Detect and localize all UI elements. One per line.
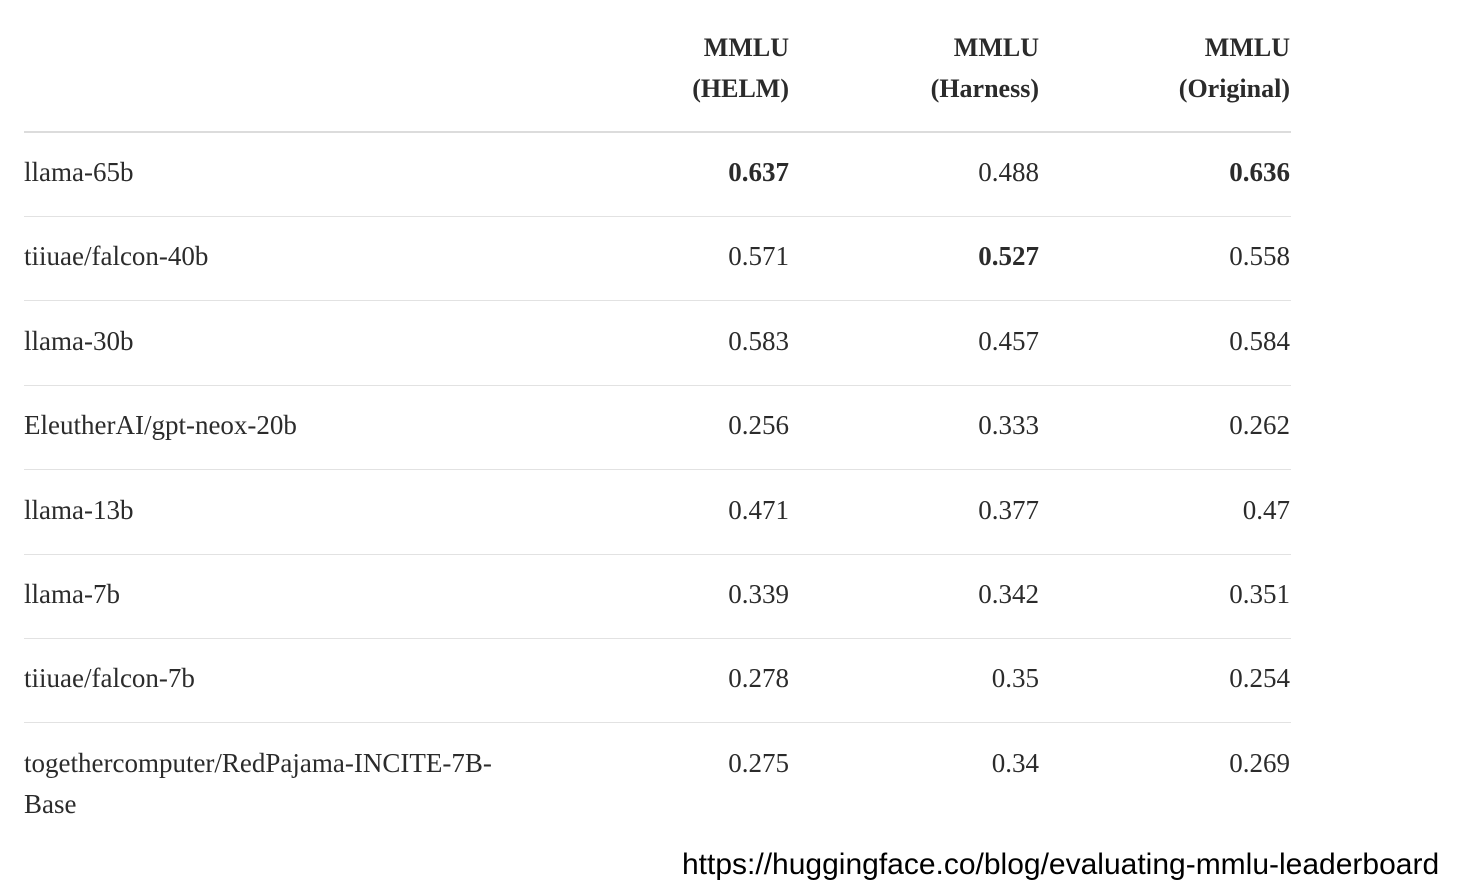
score: 0.333 bbox=[978, 410, 1039, 441]
header-line: MMLU bbox=[703, 33, 789, 62]
column-header: MMLU (Original) bbox=[1050, 27, 1290, 109]
score: 0.339 bbox=[728, 579, 789, 609]
row-rule bbox=[24, 384, 1291, 386]
header-line: (HELM) bbox=[692, 74, 789, 103]
row-rule bbox=[24, 638, 1291, 639]
score: 0.47 bbox=[1242, 494, 1290, 525]
row-rule bbox=[24, 553, 1291, 555]
score: 0.377 bbox=[978, 494, 1039, 525]
model-name: llama-65b bbox=[24, 157, 134, 187]
score: 0.583 bbox=[728, 325, 789, 356]
score: 0.269 bbox=[1229, 747, 1290, 778]
row-rule bbox=[24, 469, 1291, 471]
score: 0.262 bbox=[1229, 410, 1290, 441]
score: 0.571 bbox=[728, 241, 789, 272]
model-name: llama-13b bbox=[24, 494, 134, 525]
score: 0.351 bbox=[1229, 579, 1290, 609]
score: 0.636 bbox=[1229, 157, 1290, 187]
model-name: tiiuae/falcon-7b bbox=[24, 663, 195, 694]
source-url: https://huggingface.co/blog/evaluating-m… bbox=[682, 848, 1440, 881]
score: 0.35 bbox=[991, 663, 1039, 694]
score: 0.254 bbox=[1229, 663, 1290, 694]
score: 0.278 bbox=[728, 663, 789, 694]
header-line: (Harness) bbox=[930, 74, 1039, 103]
model-name: EleutherAI/gpt-neox-20b bbox=[24, 410, 297, 441]
score: 0.457 bbox=[978, 325, 1039, 356]
score: 0.342 bbox=[978, 579, 1039, 609]
score: 0.34 bbox=[991, 747, 1039, 778]
model-name: llama-7b bbox=[24, 579, 120, 609]
score: 0.558 bbox=[1229, 241, 1290, 272]
score: 0.527 bbox=[978, 241, 1039, 272]
header-line: MMLU bbox=[1204, 33, 1290, 62]
row-rule bbox=[24, 216, 1291, 217]
score: 0.584 bbox=[1229, 325, 1290, 356]
score: 0.256 bbox=[728, 410, 789, 441]
model-name: tiiuae/falcon-40b bbox=[24, 241, 209, 272]
column-header: MMLU (HELM) bbox=[549, 27, 789, 109]
header-line: (Original) bbox=[1178, 74, 1290, 103]
row-rule bbox=[24, 300, 1291, 302]
score: 0.275 bbox=[728, 747, 789, 778]
header-rule bbox=[24, 131, 1291, 133]
score: 0.637 bbox=[728, 157, 789, 187]
model-name: llama-30b bbox=[24, 325, 134, 356]
column-header: MMLU (Harness) bbox=[799, 27, 1039, 109]
score: 0.488 bbox=[978, 157, 1039, 187]
score: 0.471 bbox=[728, 494, 789, 525]
model-name: togethercomputer/RedPajama-INCITE-7B-Bas… bbox=[24, 747, 492, 819]
header-line: MMLU bbox=[953, 33, 1039, 62]
row-rule bbox=[24, 722, 1291, 724]
